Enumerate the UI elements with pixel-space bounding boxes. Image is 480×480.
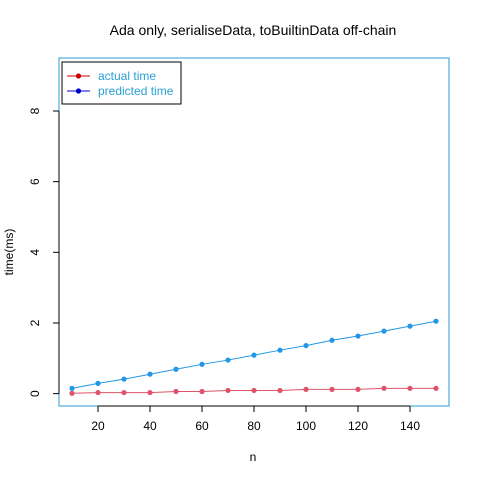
y-tick-label: 2 [28, 319, 42, 326]
data-point [303, 342, 309, 349]
chart-title: Ada only, serialiseData, toBuiltinData o… [110, 22, 397, 38]
x-tick-label: 20 [91, 419, 105, 433]
data-point [173, 388, 179, 395]
y-axis-label: time(ms) [2, 229, 16, 276]
data-point [95, 380, 101, 386]
data-point [225, 387, 231, 394]
data-point [251, 387, 257, 394]
x-axis: 20 40 60 80 100 120 140 [91, 405, 420, 433]
data-point [329, 386, 335, 392]
data-point [433, 385, 439, 391]
data-point [173, 366, 179, 372]
data-point [303, 386, 309, 392]
data-point [121, 376, 127, 382]
legend-box [61, 61, 182, 105]
y-tick-label: 6 [28, 178, 42, 185]
data-point [121, 389, 127, 396]
data-point [407, 385, 413, 391]
data-point [95, 389, 101, 396]
y-tick-label: 8 [28, 107, 42, 114]
x-axis-label: n [250, 450, 257, 464]
data-point [277, 387, 283, 394]
y-tick-label: 4 [28, 249, 42, 256]
x-tick-label: 80 [247, 419, 261, 433]
data-point [433, 318, 439, 324]
y-tick-label: 0 [28, 390, 42, 397]
data-point [69, 390, 75, 396]
data-point [225, 357, 231, 363]
data-point [251, 352, 257, 358]
legend-marker [75, 88, 82, 94]
plot-area [69, 318, 439, 396]
x-tick-label: 120 [348, 419, 368, 433]
data-point [407, 323, 413, 329]
x-tick-label: 60 [195, 419, 209, 433]
data-point [355, 386, 361, 392]
legend-label: actual time [98, 69, 156, 83]
data-point [199, 361, 205, 367]
x-tick-label: 100 [296, 419, 316, 433]
data-point [69, 385, 75, 391]
x-tick-label: 40 [143, 419, 157, 433]
data-point [381, 385, 387, 391]
data-point [199, 388, 205, 395]
legend-label: predicted time [98, 84, 174, 98]
x-tick-label: 140 [400, 419, 420, 433]
legend-marker [75, 73, 82, 79]
data-point [147, 389, 153, 396]
y-axis: 0 2 4 6 8 [28, 107, 60, 397]
data-point [147, 371, 153, 377]
data-point [329, 337, 335, 343]
data-point [277, 347, 283, 353]
data-point [381, 328, 387, 334]
data-point [355, 333, 361, 339]
